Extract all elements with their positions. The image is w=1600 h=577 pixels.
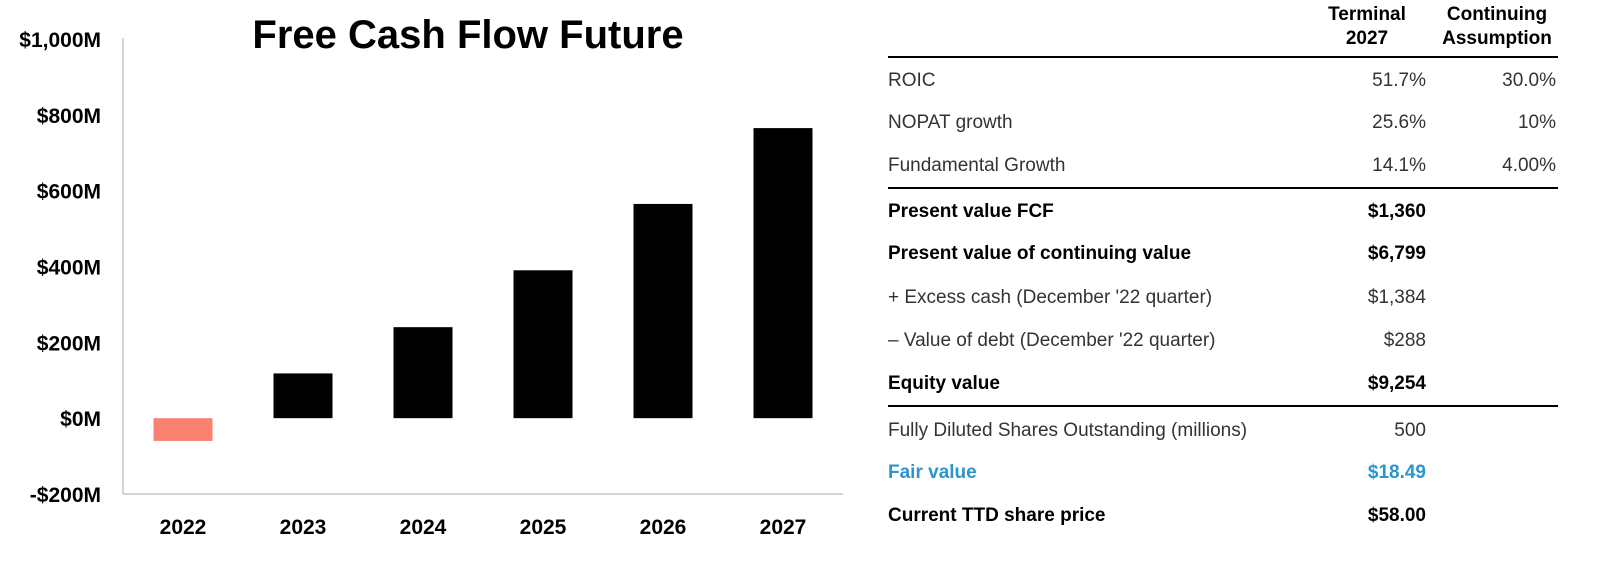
table-row: Equity value $9,254 <box>888 369 1558 399</box>
divider-growth <box>888 187 1558 189</box>
table-row: Fundamental Growth 14.1% 4.00% <box>888 151 1558 181</box>
row-terminal-value: 500 <box>1394 420 1426 441</box>
row-terminal-value: 14.1% <box>1372 155 1426 176</box>
row-terminal-value: $288 <box>1383 330 1426 351</box>
row-label: Present value of continuing value <box>888 243 1192 264</box>
row-terminal-value: $6,799 <box>1367 243 1426 264</box>
row-label: ROIC <box>888 70 936 91</box>
row-label: + Excess cash (December '22 quarter) <box>888 287 1213 308</box>
row-continuing-value: 4.00% <box>1502 155 1556 176</box>
table-row: Present value FCF $1,360 <box>888 197 1558 227</box>
table-row: Present value of continuing value $6,799 <box>888 239 1558 269</box>
row-label: Fully Diluted Shares Outstanding (millio… <box>888 420 1248 441</box>
table-row: + Excess cash (December '22 quarter) $1,3… <box>888 283 1558 313</box>
x-tick-label: 2027 <box>760 516 807 539</box>
row-terminal-value: 25.6% <box>1372 112 1426 133</box>
y-tick-label: -$200M <box>30 484 101 507</box>
table-row: Current TTD share price $58.00 <box>888 501 1558 531</box>
fcf-bar-chart: Free Cash Flow Future -$200M $0M $200M $400… <box>19 13 843 539</box>
bar-2027 <box>753 128 813 419</box>
row-terminal-value: $1,384 <box>1367 287 1426 308</box>
x-tick-label: 2024 <box>400 516 447 539</box>
row-label: NOPAT growth <box>888 112 1013 133</box>
row-label: Present value FCF <box>888 201 1054 222</box>
row-label: Fair value <box>888 462 977 483</box>
header-terminal-line2: 2027 <box>1345 28 1389 49</box>
row-label: Equity value <box>888 373 1000 394</box>
divider-equity <box>888 405 1558 407</box>
x-tick-label: 2025 <box>520 516 567 539</box>
header-continuing: Continuing Assumption <box>1436 3 1558 51</box>
y-axis-ticks: -$200M $0M $200M $400M $600M $800M $1,000M <box>19 29 101 507</box>
bar-2024 <box>393 327 453 419</box>
table-row: ROIC 51.7% 30.0% <box>888 66 1558 96</box>
x-tick-label: 2022 <box>160 516 207 539</box>
bar-2022 <box>153 418 213 441</box>
valuation-table: Terminal 2027 Continuing Assumption ROIC… <box>888 0 1590 577</box>
row-label: Current TTD share price <box>888 505 1106 526</box>
row-terminal-value: $58.00 <box>1367 505 1426 526</box>
bar-2025 <box>513 270 573 419</box>
chart-title: Free Cash Flow Future <box>252 13 683 57</box>
bars <box>153 128 813 441</box>
header-continuing-line2: Assumption <box>1442 28 1552 49</box>
row-terminal-value: $9,254 <box>1367 373 1426 394</box>
row-terminal-value: $1,360 <box>1367 201 1426 222</box>
row-terminal-value: $18.49 <box>1367 462 1426 483</box>
row-label: Fundamental Growth <box>888 155 1066 176</box>
bar-2023 <box>273 373 333 419</box>
divider-header <box>888 56 1558 58</box>
table-row: Fully Diluted Shares Outstanding (millio… <box>888 416 1558 446</box>
row-continuing-value: 10% <box>1517 112 1556 133</box>
y-tick-label: $400M <box>37 257 101 280</box>
y-tick-label: $200M <box>37 332 101 355</box>
table-row: NOPAT growth 25.6% 10% <box>888 108 1558 138</box>
header-terminal-line1: Terminal <box>1328 4 1406 25</box>
x-tick-label: 2026 <box>640 516 687 539</box>
row-terminal-value: 51.7% <box>1372 70 1426 91</box>
row-label: – Value of debt (December '22 quarter) <box>888 330 1216 351</box>
y-tick-label: $0M <box>60 408 101 431</box>
table-row: Fair value $18.49 <box>888 458 1558 488</box>
y-tick-label: $1,000M <box>19 29 101 52</box>
x-tick-label: 2023 <box>280 516 327 539</box>
header-continuing-line1: Continuing <box>1446 4 1548 25</box>
table-row: – Value of debt (December '22 quarter) $2… <box>888 326 1558 356</box>
x-axis-ticks: 2022 2023 2024 2025 2026 2027 <box>160 516 807 539</box>
header-terminal: Terminal 2027 <box>1300 3 1434 51</box>
row-continuing-value: 30.0% <box>1502 70 1556 91</box>
bar-2026 <box>633 203 693 419</box>
y-tick-label: $800M <box>37 105 101 128</box>
y-tick-label: $600M <box>37 181 101 204</box>
